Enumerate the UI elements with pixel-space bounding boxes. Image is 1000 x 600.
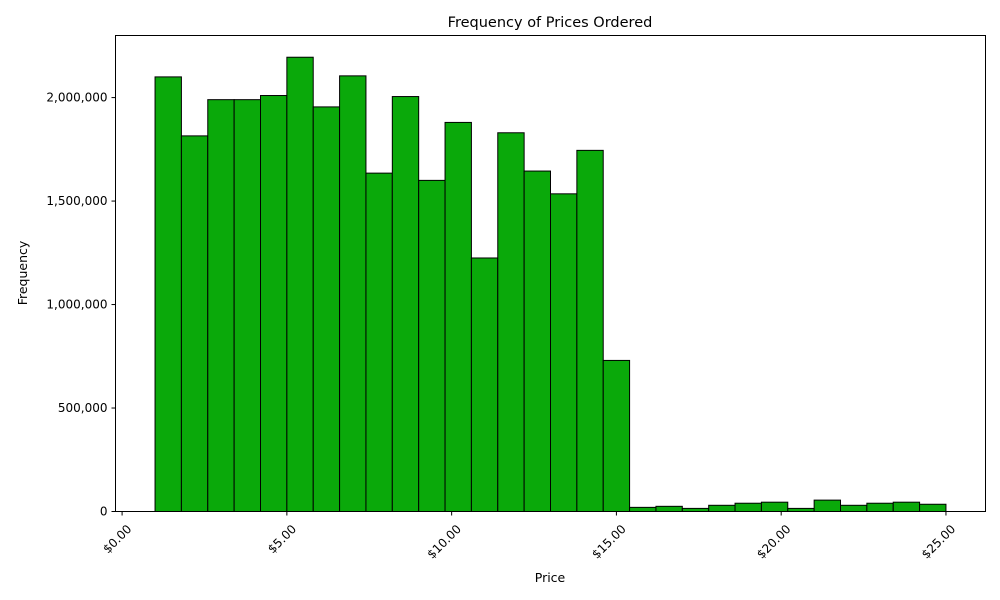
histogram-bar: [207, 99, 235, 512]
y-tick-label: 1,000,000: [46, 298, 107, 312]
histogram-bar: [734, 502, 762, 513]
x-axis-label: Price: [535, 570, 566, 585]
x-tick-label: $15.00: [589, 522, 629, 562]
histogram-bar: [629, 506, 657, 513]
histogram-bar: [233, 99, 262, 512]
histogram-bar: [655, 505, 683, 512]
histogram-bar: [760, 501, 789, 512]
histogram-bar: [180, 135, 209, 513]
histogram-bar: [154, 76, 182, 513]
x-tick-label: $10.00: [424, 522, 464, 562]
histogram-bar: [840, 504, 868, 512]
y-axis-label: Frequency: [15, 240, 30, 305]
histogram-bar: [286, 56, 314, 512]
histogram-bar: [444, 121, 472, 512]
histogram-bar: [813, 499, 841, 513]
histogram-bar: [312, 106, 341, 513]
chart-title: Frequency of Prices Ordered: [448, 15, 653, 31]
histogram-bar: [497, 132, 525, 512]
histogram-bar: [339, 75, 367, 512]
histogram-bar: [708, 504, 736, 512]
histogram-bar: [523, 170, 551, 512]
y-tick-label: 0: [100, 505, 108, 519]
x-tick-label: $20.00: [754, 522, 794, 562]
y-tick-label: 500,000: [58, 401, 108, 415]
x-axis-ticks: $0.00 $5.00 $10.00 $15.00 $20.00 $25.00: [100, 511, 959, 562]
histogram-bar: [260, 95, 288, 512]
histogram-bar: [470, 257, 499, 513]
histogram-bar: [602, 359, 631, 513]
histogram-bar: [391, 96, 420, 512]
x-tick-label: $0.00: [100, 522, 134, 556]
histogram-bar: [892, 501, 921, 512]
y-axis-ticks: 0 500,000 1,000,000 1,500,000 2,000,000: [46, 91, 116, 519]
y-tick-label: 2,000,000: [46, 91, 107, 105]
histogram-bar: [576, 149, 604, 512]
histogram-bar: [550, 193, 578, 512]
histogram-bar: [866, 502, 894, 513]
histogram-bar: [365, 172, 393, 512]
x-tick-label: $5.00: [265, 522, 299, 556]
plot-frame: [115, 35, 986, 512]
y-tick-label: 1,500,000: [46, 194, 107, 208]
histogram-bar: [418, 179, 446, 512]
bars-group: [154, 56, 947, 513]
histogram-bar: [919, 503, 947, 513]
x-tick-label: $25.00: [919, 522, 959, 562]
